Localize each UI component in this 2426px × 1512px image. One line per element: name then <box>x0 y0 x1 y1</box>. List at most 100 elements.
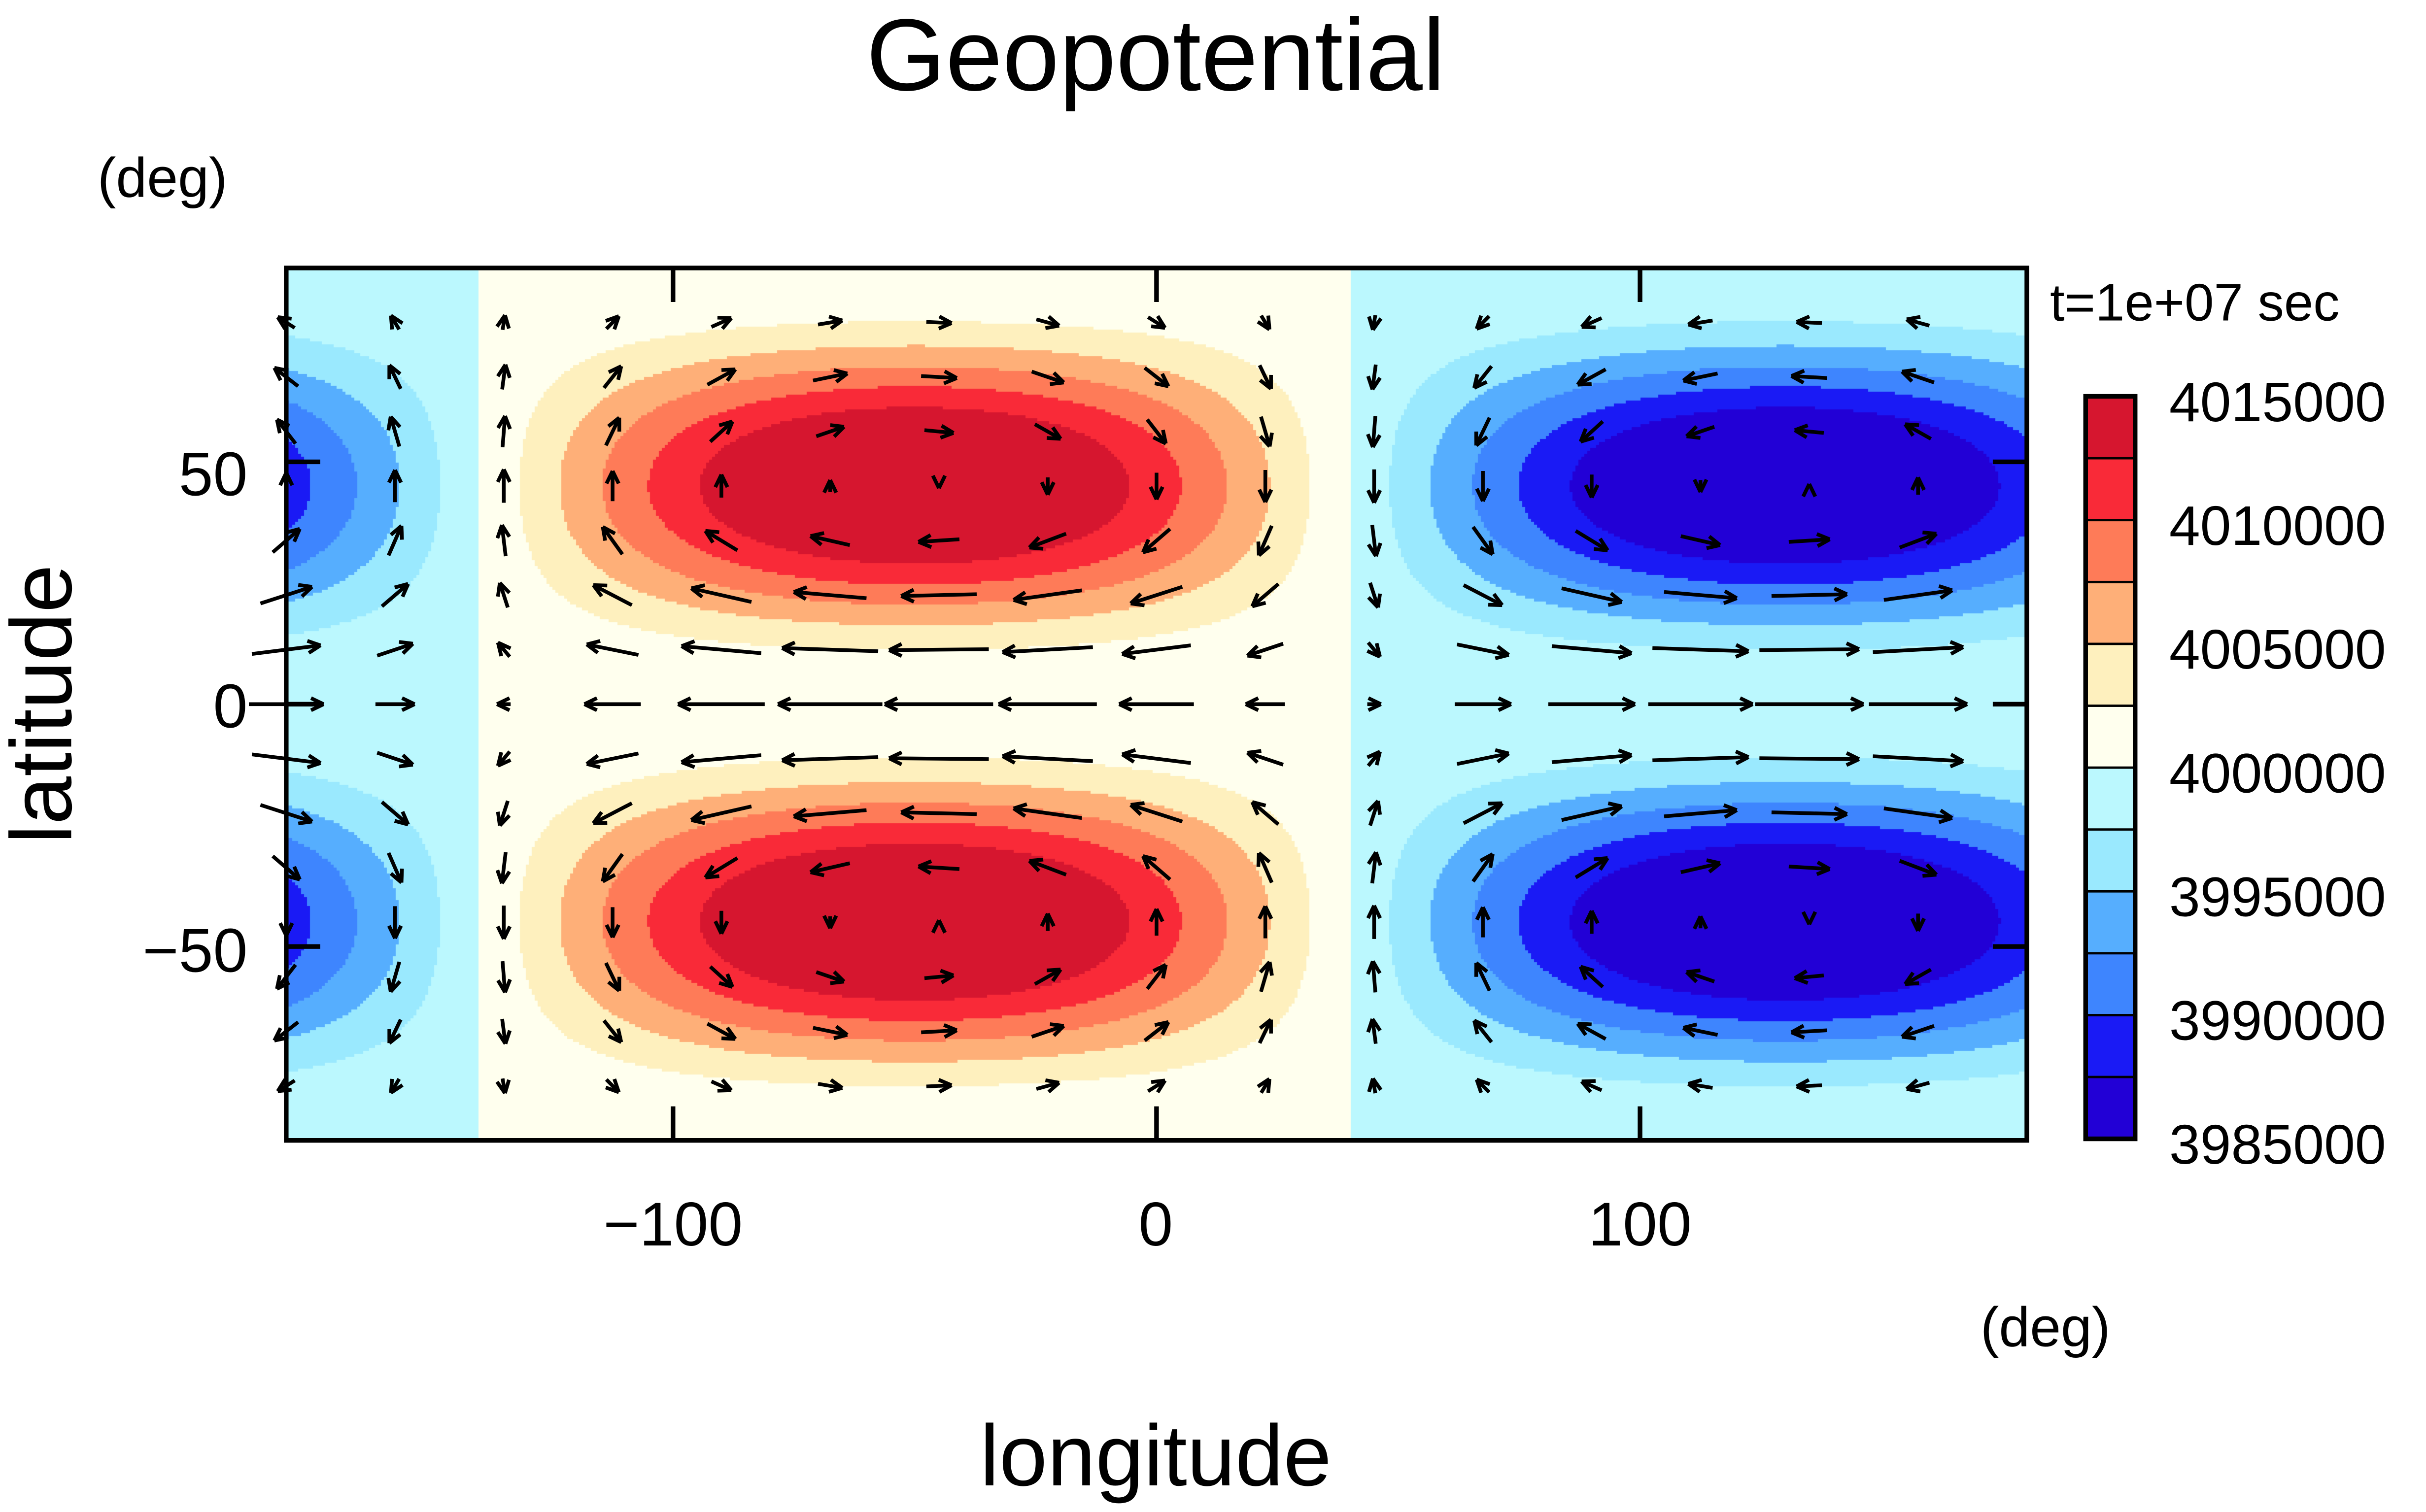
wind-vector-arrow <box>1149 472 1164 501</box>
arrow-head <box>292 528 302 542</box>
colorbar-label: 4010000 <box>2169 495 2386 557</box>
arrow-head <box>275 974 282 989</box>
arrow-shaft <box>387 1018 403 1044</box>
arrow-shaft <box>709 420 734 443</box>
wind-vector-arrow <box>583 696 641 712</box>
arrow-shaft <box>681 644 762 655</box>
arrow-shaft <box>921 1028 957 1035</box>
wind-vector-arrow <box>918 859 960 875</box>
arrow-shaft <box>1474 417 1492 446</box>
arrow-head <box>1682 1022 1698 1030</box>
wind-vector-arrow <box>1259 416 1274 448</box>
arrow-head <box>1845 757 1860 767</box>
arrow-head <box>276 1078 287 1092</box>
wind-vector-arrow <box>495 852 511 884</box>
arrow-head <box>938 1083 953 1094</box>
wind-vector-arrow <box>605 470 620 502</box>
wind-vector-arrow <box>777 696 883 712</box>
arrow-head <box>1735 755 1749 766</box>
arrow-head <box>1479 546 1494 556</box>
arrow-shaft <box>1370 852 1378 884</box>
arrow-head <box>1252 800 1266 807</box>
arrow-head <box>1953 702 1968 712</box>
arrow-shaft <box>1258 1018 1273 1044</box>
arrow-head <box>718 981 733 989</box>
wind-vector-arrow <box>931 919 947 934</box>
wind-vector-arrow <box>1034 968 1062 986</box>
arrow-head <box>1258 851 1271 864</box>
wind-vector-arrow <box>1146 418 1168 445</box>
colorbar-swatch <box>2084 890 2137 955</box>
wind-vector-arrow <box>709 965 734 989</box>
colorbar-swatch <box>2084 705 2137 769</box>
arrow-head <box>386 977 393 992</box>
colorbar-labels: 4015000 4010000 4005000 4000000 3995000 … <box>2169 371 2386 1176</box>
wind-vector-arrow <box>386 415 402 447</box>
wind-vector-arrow <box>888 642 989 658</box>
arrow-shaft <box>706 368 737 387</box>
colorbar-swatch <box>2084 766 2137 831</box>
arrow-head <box>298 819 312 826</box>
wind-vector-arrow <box>1257 470 1273 503</box>
arrow-shaft <box>586 642 639 657</box>
arrow-head <box>1693 478 1703 493</box>
arrow-head <box>586 639 601 646</box>
arrow-head <box>997 696 1012 706</box>
wind-vector-arrow <box>1685 968 1715 983</box>
wind-vector-arrow <box>1012 802 1082 820</box>
arrow-shaft <box>918 864 960 871</box>
wind-vector-arrow <box>1471 852 1495 883</box>
wind-vector-arrow <box>1901 1024 1935 1041</box>
arrow-head <box>1051 968 1062 982</box>
wind-vector-arrow <box>1366 1018 1382 1044</box>
wind-vector-arrow <box>1040 477 1056 496</box>
wind-vector-arrow <box>1551 748 1633 764</box>
arrow-head <box>690 809 704 822</box>
arrow-head <box>1472 373 1479 389</box>
wind-vector-arrow <box>601 853 624 883</box>
wind-vector-arrow <box>1001 643 1093 660</box>
wind-vector-arrow <box>900 588 977 604</box>
wind-vector-arrow <box>816 970 846 985</box>
arrow-head <box>1706 543 1721 550</box>
wind-vector-arrow <box>601 525 624 556</box>
wind-vector-arrow <box>605 1078 621 1094</box>
arrow-shaft <box>1143 1020 1170 1042</box>
wind-vector-arrow <box>926 1078 953 1094</box>
arrow-shaft <box>901 810 977 816</box>
wind-vector-arrow <box>1584 474 1600 499</box>
arrow-head <box>725 421 734 436</box>
arrow-shaft <box>813 1026 848 1037</box>
wind-vector-arrow <box>1028 858 1067 876</box>
x-axis-label: longitude <box>980 1408 1332 1504</box>
arrow-head <box>593 583 608 588</box>
wind-vector-arrow <box>900 805 977 821</box>
arrow-shaft <box>1463 801 1503 825</box>
wind-vector-arrow <box>1794 423 1824 439</box>
colorbar-frame <box>2083 394 2138 1142</box>
wind-vector-arrow <box>375 696 415 712</box>
wind-vector-arrow <box>1794 969 1824 985</box>
arrow-head <box>1374 751 1382 766</box>
colorbar-swatch <box>2084 642 2137 707</box>
arrow-shaft <box>1370 525 1378 557</box>
arrow-head <box>1475 488 1485 502</box>
arrow-shaft <box>924 974 954 980</box>
arrow-head <box>704 865 715 879</box>
arrow-shaft <box>1683 371 1718 383</box>
arrow-head <box>830 979 845 985</box>
arrow-head <box>1267 961 1274 976</box>
wind-vector-arrow <box>1256 851 1274 883</box>
arrow-shaft <box>810 861 851 874</box>
wind-vector-arrow <box>1873 640 1964 656</box>
arrow-head <box>1576 372 1588 386</box>
arrow-head <box>1950 645 1964 656</box>
arrow-shaft <box>1771 810 1847 816</box>
arrow-head <box>496 979 507 994</box>
arrow-head <box>828 1086 843 1094</box>
arrow-head <box>1723 596 1738 605</box>
arrow-shaft <box>1258 364 1273 390</box>
arrow-head <box>1371 1077 1383 1091</box>
arrow-head <box>1366 433 1375 448</box>
